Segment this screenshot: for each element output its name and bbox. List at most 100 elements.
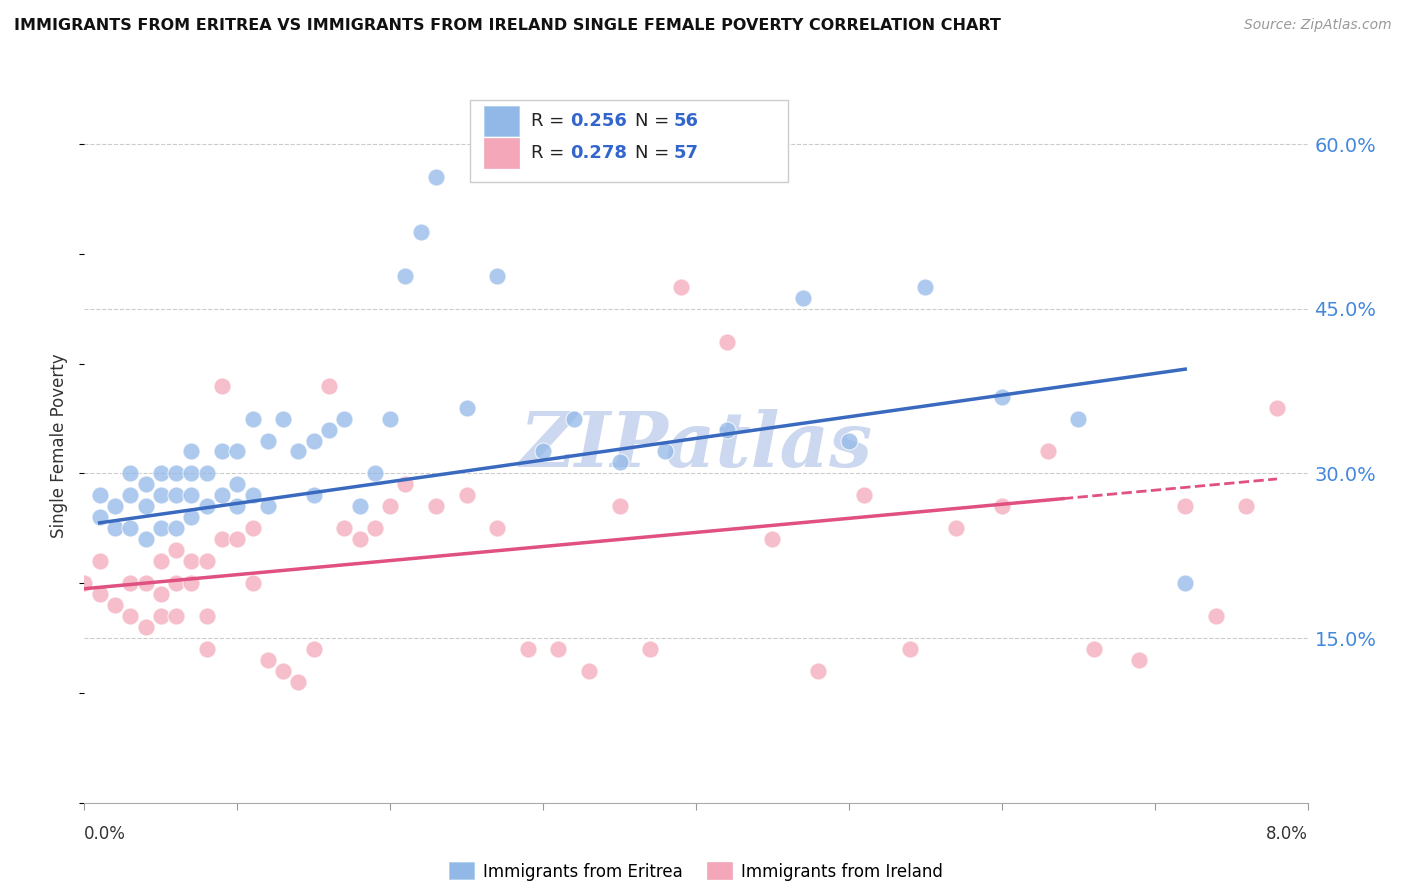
Point <box>380 500 402 514</box>
Point <box>609 455 631 469</box>
Point <box>257 653 280 667</box>
Point <box>242 488 264 502</box>
Point <box>226 500 249 514</box>
Point <box>120 576 142 591</box>
Point <box>104 598 127 612</box>
Point <box>1067 411 1090 425</box>
Point <box>516 642 538 657</box>
Point <box>669 280 692 294</box>
Point <box>547 642 569 657</box>
Point <box>165 467 187 481</box>
Point <box>180 488 202 502</box>
Point <box>149 554 172 568</box>
Point <box>638 642 661 657</box>
Point <box>425 500 447 514</box>
Point <box>135 477 157 491</box>
Point <box>609 500 631 514</box>
Point <box>1083 642 1105 657</box>
Point <box>120 521 142 535</box>
Text: 0.0%: 0.0% <box>84 825 127 843</box>
Text: 56: 56 <box>673 112 699 129</box>
Point <box>394 268 416 283</box>
Point <box>486 268 509 283</box>
Point <box>456 488 478 502</box>
Point <box>271 664 294 678</box>
Text: R =: R = <box>531 144 569 161</box>
Point <box>257 434 280 448</box>
Point <box>792 291 814 305</box>
Point <box>135 500 157 514</box>
Point <box>149 467 172 481</box>
Point <box>287 444 309 458</box>
Point <box>242 576 264 591</box>
Point <box>1036 444 1059 458</box>
FancyBboxPatch shape <box>484 137 519 168</box>
Point <box>1205 609 1227 624</box>
Point <box>149 587 172 601</box>
Point <box>135 533 157 547</box>
Point <box>89 587 111 601</box>
Point <box>211 378 233 392</box>
Point <box>211 488 233 502</box>
Point <box>180 554 202 568</box>
Point <box>226 477 249 491</box>
Legend: Immigrants from Eritrea, Immigrants from Ireland: Immigrants from Eritrea, Immigrants from… <box>443 855 949 888</box>
Point <box>1174 576 1197 591</box>
Point <box>120 467 142 481</box>
Point <box>211 444 233 458</box>
Y-axis label: Single Female Poverty: Single Female Poverty <box>51 354 69 538</box>
Point <box>104 500 127 514</box>
Text: 57: 57 <box>673 144 699 161</box>
Point <box>89 510 111 524</box>
Point <box>1236 500 1258 514</box>
Point <box>195 554 218 568</box>
Point <box>302 642 325 657</box>
Point <box>104 521 127 535</box>
Point <box>333 411 356 425</box>
Point <box>945 521 967 535</box>
Point <box>120 488 142 502</box>
Text: N =: N = <box>636 144 675 161</box>
Point <box>456 401 478 415</box>
Point <box>716 334 738 349</box>
Point <box>562 411 585 425</box>
Point <box>195 609 218 624</box>
Point <box>135 576 157 591</box>
Point <box>364 521 387 535</box>
Point <box>287 675 309 690</box>
Point <box>271 411 294 425</box>
Point <box>180 467 202 481</box>
Point <box>364 467 387 481</box>
Point <box>349 500 371 514</box>
Point <box>1265 401 1288 415</box>
Point <box>195 500 218 514</box>
Point <box>211 533 233 547</box>
Point <box>226 444 249 458</box>
Point <box>838 434 860 448</box>
Point <box>242 521 264 535</box>
FancyBboxPatch shape <box>484 105 519 136</box>
Point <box>409 225 432 239</box>
Point <box>486 521 509 535</box>
Point <box>165 543 187 558</box>
Text: 0.278: 0.278 <box>569 144 627 161</box>
Point <box>302 488 325 502</box>
Text: IMMIGRANTS FROM ERITREA VS IMMIGRANTS FROM IRELAND SINGLE FEMALE POVERTY CORRELA: IMMIGRANTS FROM ERITREA VS IMMIGRANTS FR… <box>14 18 1001 33</box>
Point <box>654 444 676 458</box>
Point <box>531 444 554 458</box>
Point <box>165 609 187 624</box>
Point <box>89 554 111 568</box>
Point <box>165 488 187 502</box>
Point <box>89 488 111 502</box>
Point <box>914 280 936 294</box>
Point <box>149 609 172 624</box>
Text: Source: ZipAtlas.com: Source: ZipAtlas.com <box>1244 18 1392 32</box>
Text: 8.0%: 8.0% <box>1265 825 1308 843</box>
Point <box>318 378 340 392</box>
Point <box>120 609 142 624</box>
Point <box>165 576 187 591</box>
Point <box>180 576 202 591</box>
Point <box>302 434 325 448</box>
Point <box>226 533 249 547</box>
FancyBboxPatch shape <box>470 100 787 182</box>
